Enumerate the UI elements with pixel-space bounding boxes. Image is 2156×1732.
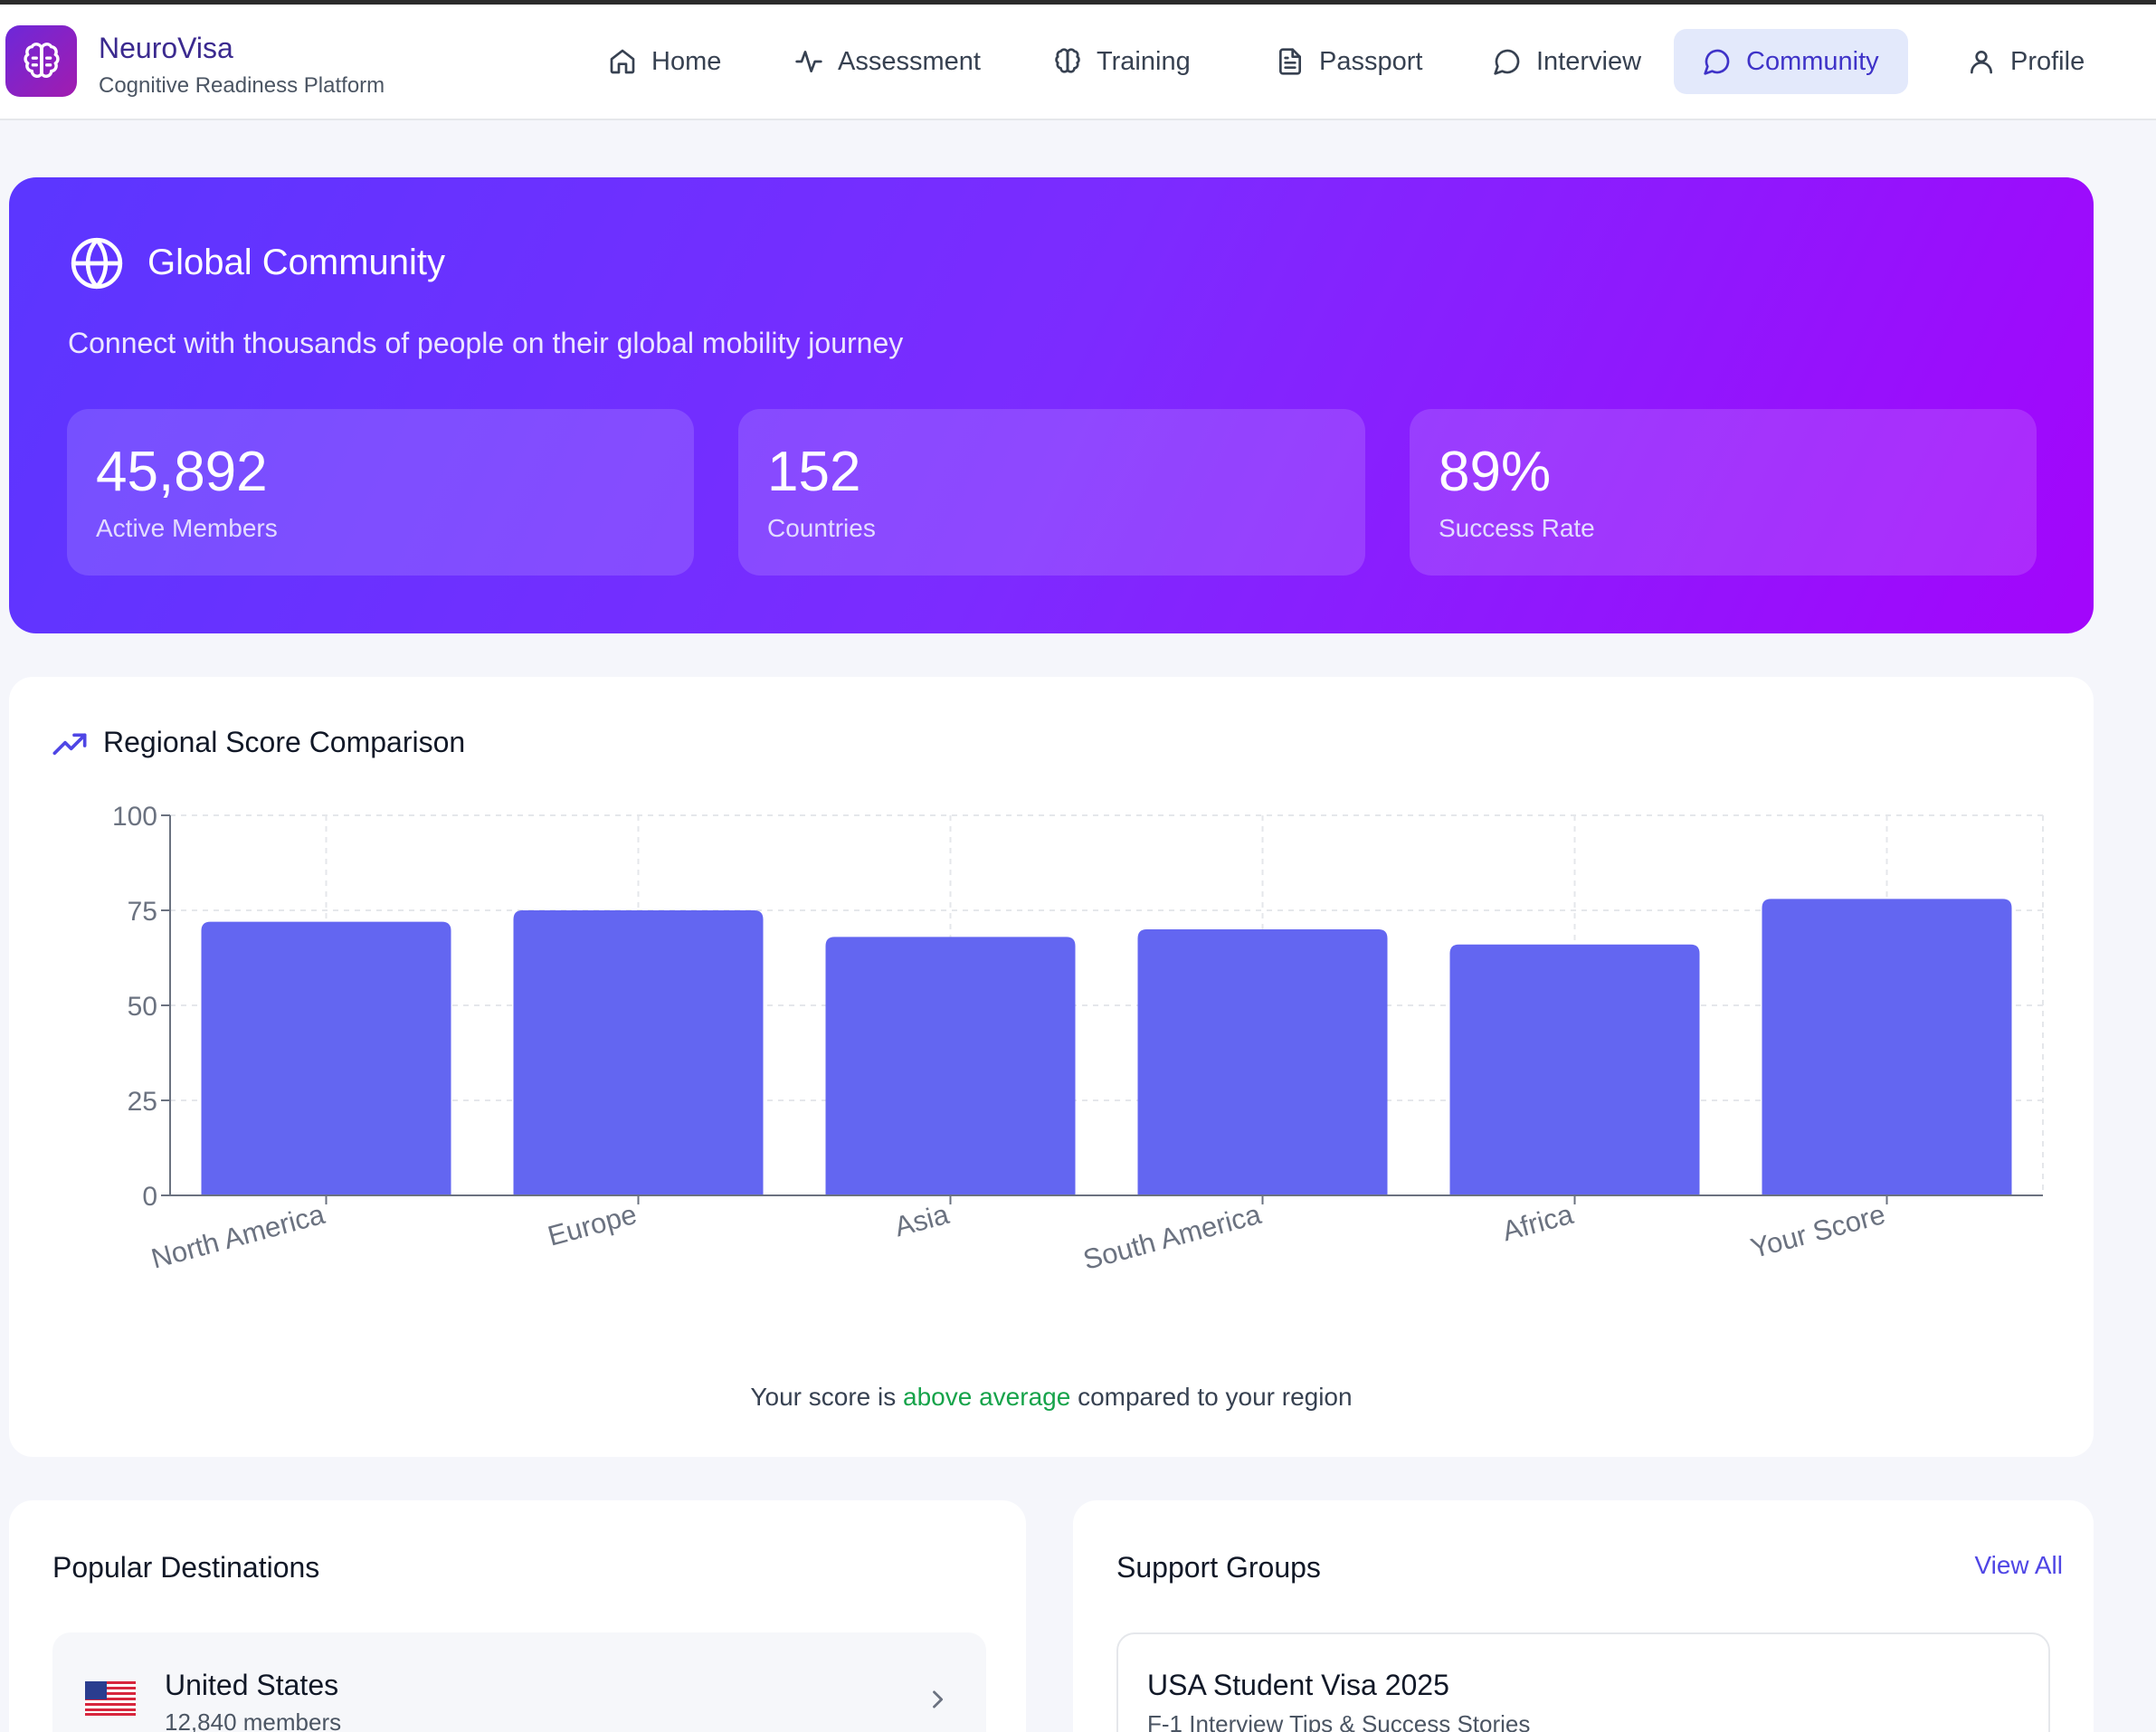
view-all-link[interactable]: View All [1974,1551,2063,1579]
y-tick-label: 0 [142,1182,157,1212]
stat-value: 89% [1439,441,1552,503]
chevron-right-icon [933,1690,944,1708]
home-icon [610,49,635,74]
destinations-heading: Popular Destinations [52,1551,320,1584]
support-groups-heading: Support Groups [1116,1551,1321,1584]
chat-icon [1494,49,1520,75]
chat-icon [1704,49,1730,75]
y-tick-label: 75 [128,897,157,927]
nav-passport-label: Passport [1319,46,1423,76]
popular-destinations-card: Popular Destinations United States 12,84… [9,1500,1026,1732]
group-description: F-1 Interview Tips & Success Stories [1147,1710,1531,1732]
x-tick-label: Africa [1499,1198,1577,1248]
chart-title: Regional Score Comparison [103,726,466,758]
brain-icon [23,42,60,78]
stat-label: Active Members [96,514,278,542]
group-name: USA Student Visa 2025 [1147,1669,1449,1701]
destination-members: 12,840 members [165,1708,342,1732]
window-top-border [0,0,2156,5]
document-icon [1279,48,1301,75]
nav-interview-label: Interview [1536,46,1642,76]
hero-title: Global Community [147,243,446,282]
stat-active-members: 45,892 Active Members [67,409,694,576]
x-tick-label: Asia [891,1198,953,1243]
nav-training-label: Training [1097,46,1191,76]
nav-home-label: Home [651,46,722,76]
user-icon [1971,51,1992,74]
note-suffix: compared to your region [1070,1383,1353,1411]
chart-bar [1449,944,1700,1195]
brand-logo[interactable] [5,25,77,97]
stat-success-rate: 89% Success Rate [1410,409,2037,576]
note-prefix: Your score is [750,1383,904,1411]
nav-community[interactable]: Community [1674,29,1908,94]
activity-icon [795,51,822,72]
chart-bar [1137,929,1388,1195]
globe-icon [71,237,123,290]
x-tick-label: Your Score [1747,1198,1888,1264]
nav-profile[interactable]: Profile [1938,29,2113,94]
x-tick-label: South America [1080,1198,1266,1276]
y-tick-label: 100 [112,802,157,832]
stat-countries: 152 Countries [738,409,1365,576]
nav-training[interactable]: Training [1024,29,1220,94]
global-community-banner: Global Community Connect with thousands … [9,177,2094,633]
destination-name: United States [165,1669,339,1701]
nav-assessment-label: Assessment [838,46,981,76]
regional-score-bar-chart: 0 25 50 75 100 North America Europe Asia South A… [112,802,2044,1276]
chart-bar [513,910,764,1195]
nav-profile-label: Profile [2010,46,2085,76]
nav-passport[interactable]: Passport [1247,29,1451,94]
us-flag-icon [85,1681,136,1716]
stat-label: Countries [767,514,876,542]
support-group-item[interactable]: USA Student Visa 2025 F-1 Interview Tips… [1116,1632,2050,1732]
nav-home[interactable]: Home [579,29,750,94]
nav-community-label: Community [1746,46,1879,76]
chart-bar [201,921,451,1195]
nav-interview[interactable]: Interview [1464,29,1670,94]
score-comparison-note: Your score is above average compared to … [9,1383,2094,1412]
regional-score-card: Regional Score Comparison 0 25 50 75 100 Nort… [9,677,2094,1457]
stat-label: Success Rate [1439,514,1595,542]
chart-bar [1762,899,2012,1195]
y-tick-label: 50 [128,992,157,1022]
support-groups-card: Support Groups View All USA Student Visa… [1073,1500,2094,1732]
y-tick-label: 25 [128,1087,157,1117]
brain-icon [1055,48,1080,73]
chart-bar [825,937,1076,1195]
destination-item-united-states[interactable]: United States 12,840 members [52,1632,986,1732]
brand-name[interactable]: NeuroVisa [99,32,233,64]
note-highlight: above average [903,1383,1071,1411]
brand-subtitle: Cognitive Readiness Platform [99,73,385,98]
hero-subtitle: Connect with thousands of people on thei… [68,327,904,359]
nav-assessment[interactable]: Assessment [765,29,1010,94]
trending-up-icon [52,733,87,756]
stat-value: 45,892 [96,441,268,503]
stat-value: 152 [767,441,861,503]
x-tick-label: North America [148,1198,328,1275]
top-navbar: NeuroVisa Cognitive Readiness Platform H… [0,5,2156,120]
x-tick-label: Europe [545,1198,641,1252]
